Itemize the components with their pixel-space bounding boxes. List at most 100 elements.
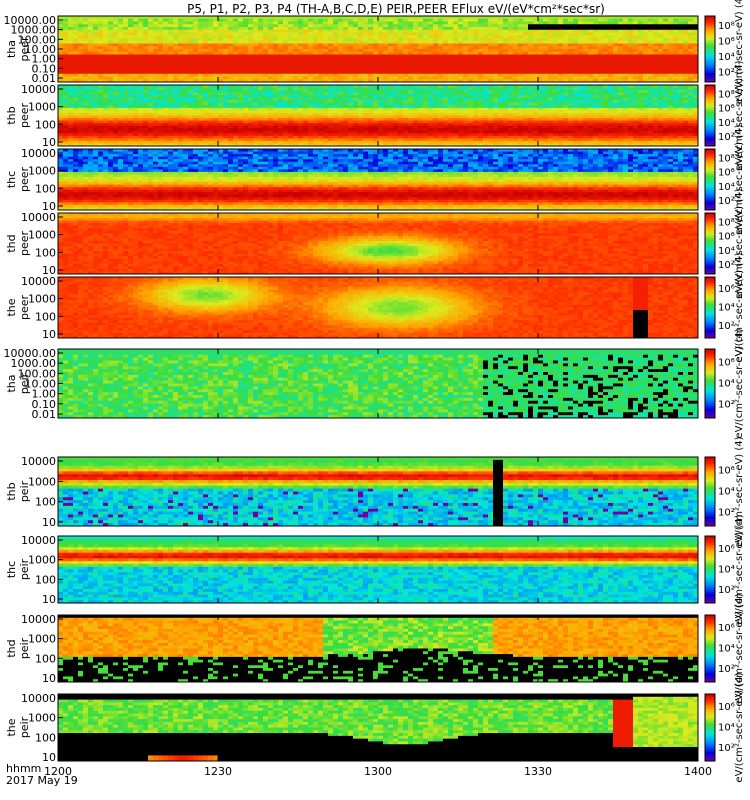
- colorbar-label: eV/(cm²-sec-sr-eV) (4): [734, 0, 745, 104]
- colorbar-tick-label: 10⁴: [718, 52, 735, 63]
- colorbar-tick-label: 10⁴: [718, 118, 735, 129]
- panel-ylabel-probe: thc: [5, 561, 18, 578]
- colorbar-label: eV/(cm²-sec-sr-eV) (4): [734, 672, 745, 782]
- y-tick-label: 10.00: [25, 43, 57, 56]
- colorbar-tick-label: 10²: [718, 664, 735, 675]
- figure-title: P5, P1, P2, P3, P4 (TH-A,B,C,D,E) PEIR,P…: [187, 2, 605, 16]
- time-axis-label: hhmm: [6, 762, 41, 775]
- date-label: 2017 May 19: [6, 774, 78, 787]
- spectrogram-image: [58, 457, 699, 527]
- colorbar-tick-label: 10⁶: [718, 466, 735, 477]
- colorbar-tick-label: 10⁶: [718, 702, 735, 713]
- x-tick-label: 1300: [364, 765, 392, 778]
- panel-thc-peir: 10000 1000 100 10 thc peir 10⁶ 10⁴ 10² eV/(cm²-se…: [5, 514, 745, 624]
- y-tick-label: 1.00: [32, 388, 57, 401]
- colorbar: 10⁸ 10⁶ 10⁴ 10² eV/(cm²-sec-sr-eV) (4): [704, 60, 745, 171]
- y-tick-label: 10000: [21, 692, 56, 705]
- colorbar-tick-label: 10⁶: [718, 358, 735, 369]
- colorbar: 10⁶ 10⁴ 10² eV/(cm²-sec-sr-eV) (4): [704, 514, 745, 625]
- spectrogram-image: [58, 536, 699, 604]
- colorbar: 10⁶ 10⁴ 10² eV/(cm²-sec-sr-eV) (4): [704, 252, 745, 363]
- panel-ylabel-probe: thc: [5, 171, 18, 188]
- spectrogram-image: [58, 16, 699, 83]
- panel-ylabel-probe: thd: [5, 234, 18, 252]
- y-tick-label: 100: [35, 652, 56, 665]
- colorbar-label: eV/(cm²-sec-sr-eV) (4): [734, 328, 745, 438]
- colorbar-tick-label: 10²: [718, 321, 735, 332]
- y-tick-label: 1000: [28, 229, 56, 242]
- colorbar-tick-label: 10⁴: [718, 246, 735, 257]
- colorbar-tick-label: 10⁸: [718, 90, 735, 101]
- y-tick-label: 10: [42, 264, 56, 277]
- panel-ylabel-product: peer: [18, 167, 31, 193]
- y-tick-label: 1000: [28, 554, 56, 567]
- spectrogram-image: [58, 694, 699, 762]
- y-tick-label: 10000: [21, 613, 56, 626]
- colorbar-label: eV/(cm²-sec-sr-eV) (4): [734, 60, 745, 170]
- panel-ylabel-probe: tha: [5, 374, 18, 392]
- y-tick-label: 100: [35, 310, 56, 323]
- y-tick-label: 0.01: [32, 72, 57, 85]
- y-tick-label: 10000: [21, 83, 56, 96]
- y-tick-label: 10: [42, 593, 56, 606]
- panel-thd-peir: 10000 1000 100 10 thd peir 10⁶ 10⁴ 10² eV/(cm²-se…: [5, 593, 745, 703]
- colorbar-tick-label: 10⁴: [718, 182, 735, 193]
- spectrogram-image: [58, 615, 699, 683]
- panel-ylabel-product: peir: [18, 637, 31, 659]
- y-tick-label: 10: [42, 136, 56, 149]
- colorbar-tick-label: 10²: [718, 507, 735, 518]
- colorbar: 10⁸ 10⁶ 10⁴ 10² eV/(cm²-sec-sr-eV) (4): [704, 0, 745, 104]
- colorbar-tick-label: 10⁶: [718, 168, 735, 179]
- y-tick-label: 1000: [28, 101, 56, 114]
- colorbar-tick-label: 10⁴: [718, 643, 735, 654]
- y-tick-label: 1000.00: [11, 24, 57, 37]
- colorbar-tick-label: 10⁶: [718, 37, 735, 48]
- y-tick-label: 10000: [21, 455, 56, 468]
- colorbar-tick-label: 10⁴: [718, 722, 735, 733]
- colorbar: 10⁶ 10⁴ 10² eV/(cm²-sec-sr-eV) (4): [704, 328, 745, 439]
- y-tick-label: 10: [42, 672, 56, 685]
- panel-ylabel-probe: tha: [5, 40, 18, 58]
- panel-thb-peir: 10000 1000 100 10 thb peir 10⁶ 10⁴ 10² eV/(cm²-se…: [5, 436, 745, 546]
- colorbar-tick-label: 10⁴: [718, 378, 735, 389]
- y-tick-label: 10: [42, 751, 56, 764]
- colorbar: 10⁶ 10⁴ 10² eV/(cm²-sec-sr-eV) (4): [704, 672, 745, 783]
- panel-the-peer: 10000 1000 100 10 the peer 10⁶ 10⁴ 10² eV/(cm²-se…: [5, 252, 745, 362]
- panel-ylabel-probe: the: [5, 298, 18, 316]
- colorbar-tick-label: 10⁶: [718, 232, 735, 243]
- x-tick-label: 1330: [524, 765, 552, 778]
- y-tick-label: 1000: [28, 293, 56, 306]
- spectrogram-image: [58, 213, 699, 275]
- y-tick-label: 0.01: [32, 408, 57, 421]
- y-tick-label: 1000.00: [11, 357, 57, 370]
- colorbar: 10⁶ 10⁴ 10² eV/(cm²-sec-sr-eV) (4): [704, 436, 745, 547]
- colorbar-tick-label: 10²: [718, 743, 735, 754]
- y-tick-label: 10000.00: [4, 14, 57, 27]
- panel-ylabel-product: peir: [18, 480, 31, 502]
- panel-ylabel-product: peer: [18, 231, 31, 257]
- colorbar-tick-label: 10²: [718, 196, 735, 207]
- y-tick-label: 100: [35, 496, 56, 509]
- y-tick-label: 0.10: [32, 62, 57, 75]
- panel-ylabel-product: peir: [18, 372, 31, 394]
- panel-ylabel-probe: thb: [5, 106, 18, 124]
- panel-ylabel-product: peer: [18, 36, 31, 62]
- y-tick-label: 10000: [21, 275, 56, 288]
- panel-ylabel-probe: thd: [5, 639, 18, 657]
- x-tick-label: 1230: [204, 765, 232, 778]
- x-tick-label: 1400: [684, 765, 712, 778]
- colorbar-tick-label: 10⁸: [718, 21, 735, 32]
- y-tick-label: 100: [35, 573, 56, 586]
- y-tick-label: 1.00: [32, 53, 57, 66]
- colorbar-tick-label: 10⁴: [718, 486, 735, 497]
- colorbar-tick-label: 10⁶: [718, 544, 735, 555]
- colorbar-label: eV/(cm²-sec-sr-eV) (4): [734, 514, 745, 624]
- colorbar-tick-label: 10⁸: [718, 218, 735, 229]
- y-tick-label: 10.00: [25, 378, 57, 391]
- panel-ylabel-product: peer: [18, 295, 31, 321]
- panel-ylabel-probe: thb: [5, 482, 18, 500]
- colorbar-label: eV/(cm²-sec-sr-eV) (4): [734, 593, 745, 703]
- panel-the-peir: 10000 1000 100 10 the peir 10⁶ 10⁴ 10² eV/(cm²-se…: [5, 672, 745, 782]
- panel-ylabel-product: peir: [18, 716, 31, 738]
